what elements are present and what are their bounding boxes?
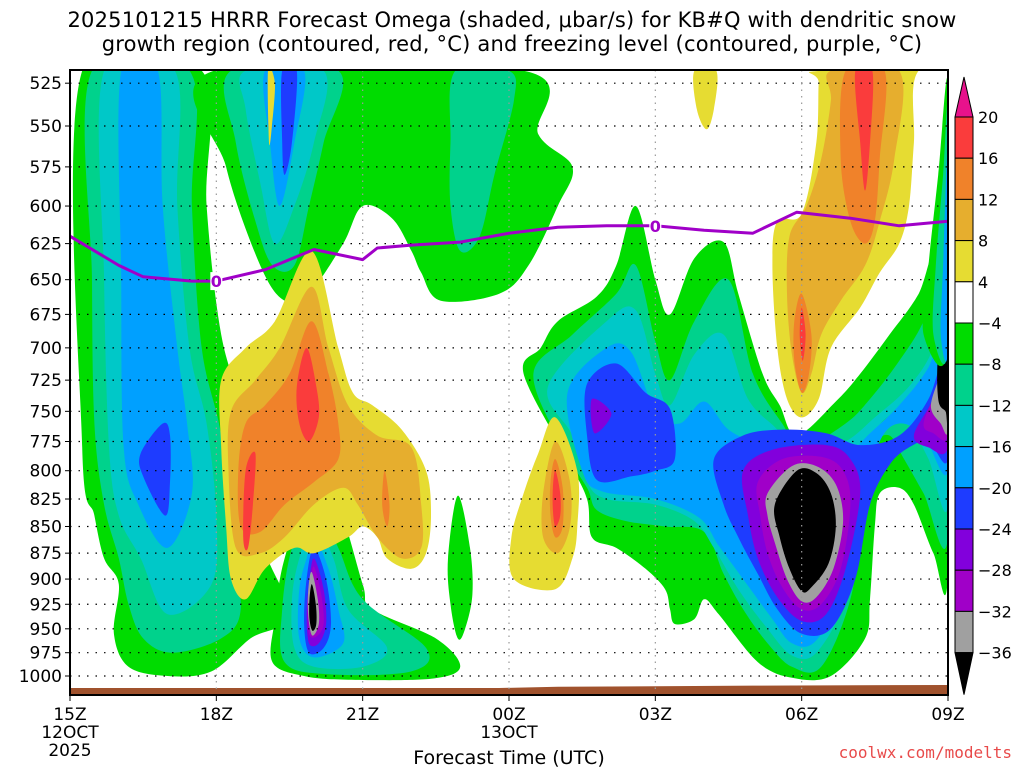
colorbar-bin xyxy=(954,569,974,612)
y-axis: 525 550 575 600 625 650 675 700 725 750 775 800 825 8… xyxy=(19,74,70,687)
omega-contour-neg20 xyxy=(139,422,171,516)
freezing-level-contour: 00 xyxy=(70,210,948,291)
y-tick-label: 1000 xyxy=(19,667,62,687)
x-tick-sublabel: 12OCT xyxy=(41,723,99,743)
x-tick-label: 03Z xyxy=(639,705,672,725)
y-tick-label: 775 xyxy=(30,432,62,452)
colorbar-arrow-top xyxy=(954,76,974,118)
colorbar-bin xyxy=(954,198,974,242)
omega-contour-neg36 xyxy=(309,584,317,631)
y-tick-label: 825 xyxy=(30,490,62,510)
freezing-level-label: 0 xyxy=(211,272,222,291)
omega-contour-16 xyxy=(296,347,320,442)
freezing-level-label: 0 xyxy=(650,217,661,236)
x-tick-label: 18Z xyxy=(200,705,233,725)
colorbar-bin xyxy=(954,528,974,571)
omega-contour-4 xyxy=(693,70,718,130)
colorbar-bin xyxy=(954,116,974,159)
colorbar-label: −8 xyxy=(978,355,1002,374)
y-tick-label: 725 xyxy=(30,371,62,391)
colorbar: 20 16 12 8 4 −4 −8 −12 −16 −20 −24 −28 −32 −36 xyxy=(954,76,1012,695)
y-tick-label: 650 xyxy=(30,271,62,291)
omega-contour-16 xyxy=(243,451,256,551)
y-tick-label: 750 xyxy=(30,402,62,422)
omega-feature-descent-2030z xyxy=(219,250,431,600)
x-tick-label: 15Z xyxy=(53,705,86,725)
omega-contour-16 xyxy=(552,470,561,527)
colorbar-bin xyxy=(954,446,974,489)
colorbar-label: 16 xyxy=(978,149,998,168)
freezing-label-bg xyxy=(210,272,223,291)
colorbar-label: 8 xyxy=(978,232,988,251)
y-tick-label: 900 xyxy=(30,570,62,590)
colorbar-bin xyxy=(954,322,974,365)
omega-contour-neg24 xyxy=(590,398,612,434)
omega-contour-neg8 xyxy=(449,70,517,253)
y-tick-label: 850 xyxy=(30,517,62,537)
freezing-label-bg xyxy=(649,216,662,235)
omega-feature-descent-01z xyxy=(509,417,580,591)
y-tick-label: 575 xyxy=(30,158,62,178)
grid-lines xyxy=(70,70,948,695)
omega-contour-4 xyxy=(267,70,275,146)
omega-contour-16 xyxy=(854,70,874,191)
colorbar-bin xyxy=(954,240,974,283)
y-tick-label: 975 xyxy=(30,644,62,664)
y-tick-label: 925 xyxy=(30,595,62,615)
colorbar-label: 12 xyxy=(978,190,998,209)
x-tick-label: 00Z xyxy=(492,705,525,725)
x-axis-title: Forecast Time (UTC) xyxy=(413,747,604,768)
y-tick-label: 875 xyxy=(30,544,62,564)
terrain-surface xyxy=(70,685,948,695)
colorbar-bin xyxy=(954,404,974,448)
omega-shading xyxy=(70,70,948,695)
colorbar-bin xyxy=(954,157,974,200)
x-tick-label: 09Z xyxy=(931,705,964,725)
x-tick-sublabel: 13OCT xyxy=(480,723,538,743)
y-tick-label: 550 xyxy=(30,117,62,137)
colorbar-label: −12 xyxy=(978,396,1012,415)
omega-contour-neg16 xyxy=(940,141,948,362)
y-tick-label: 700 xyxy=(30,339,62,359)
colorbar-bin xyxy=(954,487,974,530)
colorbar-label: −16 xyxy=(978,438,1012,457)
colorbar-label: −4 xyxy=(978,314,1002,333)
omega-feature-descent-06z-07z xyxy=(772,70,948,418)
omega-contour-neg36 xyxy=(774,468,836,593)
chart-title-line1: 2025101215 HRRR Forecast Omega (shaded, … xyxy=(67,8,957,32)
omega-contour-neg20 xyxy=(584,363,676,483)
chart-title-line2: growth region (contoured, red, °C) and f… xyxy=(101,32,923,56)
colorbar-bin xyxy=(954,610,974,654)
y-tick-label: 675 xyxy=(30,305,62,325)
colorbar-label: −28 xyxy=(978,561,1012,580)
colorbar-label: −36 xyxy=(978,644,1012,663)
x-tick-sublabel: 2025 xyxy=(48,741,91,761)
colorbar-label: −32 xyxy=(978,602,1012,621)
colorbar-label: −20 xyxy=(978,479,1012,498)
y-tick-label: 600 xyxy=(30,197,62,217)
x-tick-label: 06Z xyxy=(785,705,818,725)
omega-contour-neg16 xyxy=(118,70,193,548)
omega-feature-ascent-upper-18z-20z xyxy=(193,70,574,304)
colorbar-bin xyxy=(954,363,974,406)
omega-contour-neg20 xyxy=(281,70,298,175)
terrain-band xyxy=(70,685,948,695)
omega-contour-12 xyxy=(237,321,341,535)
omega-feature-descent-small-upper xyxy=(267,70,718,146)
colorbar-bin xyxy=(954,281,974,324)
y-tick-label: 525 xyxy=(30,74,62,94)
y-tick-label: 800 xyxy=(30,462,62,482)
colorbar-label: 4 xyxy=(978,273,988,292)
y-tick-label: 950 xyxy=(30,620,62,640)
freezing-level-line xyxy=(70,210,948,283)
x-tick-label: 21Z xyxy=(346,705,379,725)
credit-link[interactable]: coolwx.com/modelts xyxy=(839,743,1012,762)
omega-feature-ascent-01z-04z xyxy=(522,205,948,681)
colorbar-label: 20 xyxy=(978,108,998,127)
colorbar-arrow-bottom xyxy=(954,652,974,695)
y-tick-label: 625 xyxy=(30,235,62,255)
colorbar-label: −24 xyxy=(978,520,1012,539)
